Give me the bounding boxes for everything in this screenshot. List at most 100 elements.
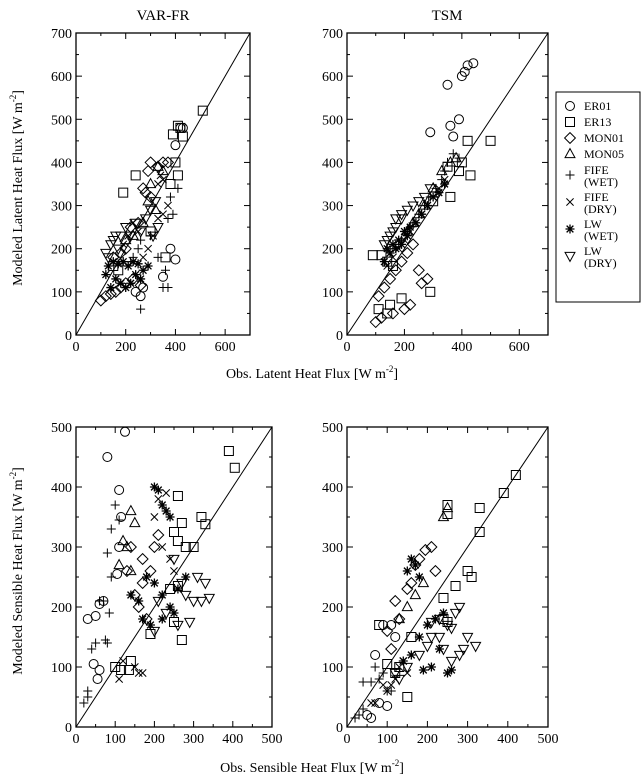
- y-tick-label: 400: [51, 156, 72, 171]
- data-point: [453, 114, 464, 125]
- data-point: [468, 58, 479, 69]
- data-point: [108, 257, 118, 267]
- legend-marker: [566, 198, 574, 206]
- data-point: [148, 626, 161, 638]
- series-er13: [374, 470, 521, 702]
- legend-label: MON01: [584, 131, 624, 145]
- data-point: [154, 495, 163, 503]
- series-lw-dry: [148, 554, 216, 638]
- data-point: [79, 698, 89, 708]
- data-point: [440, 166, 450, 176]
- data-point: [386, 307, 400, 320]
- x-tick-label: 400: [497, 732, 518, 747]
- series-fife-wet: [79, 500, 124, 708]
- x-tick-label: 600: [215, 340, 236, 355]
- data-point: [457, 644, 470, 656]
- data-point: [401, 246, 414, 260]
- series-er01: [82, 427, 130, 684]
- data-point: [136, 304, 146, 314]
- data-point: [163, 283, 173, 293]
- data-point: [128, 257, 138, 267]
- data-point: [95, 596, 105, 606]
- data-point: [121, 540, 133, 552]
- legend-entry: MON05: [564, 147, 624, 161]
- data-point: [371, 699, 380, 707]
- data-point: [145, 620, 155, 630]
- data-point: [412, 264, 425, 277]
- data-point: [448, 149, 458, 159]
- data-point: [159, 210, 167, 219]
- series-lw-dry: [389, 602, 482, 686]
- data-point: [372, 290, 385, 303]
- y-tick-label: 600: [51, 70, 72, 85]
- data-point: [374, 674, 384, 684]
- y-axis-title-sensible: Modeled Sensible Heat Flux [W m-2]: [8, 467, 26, 675]
- data-point: [134, 669, 143, 677]
- y-tick-label: 0: [65, 721, 72, 736]
- data-point: [112, 569, 123, 579]
- x-tick-label: 0: [344, 732, 351, 747]
- data-point: [134, 279, 147, 292]
- data-point: [430, 614, 440, 624]
- data-point: [107, 235, 120, 247]
- y-tick-label: 0: [65, 329, 72, 344]
- data-point: [410, 560, 420, 570]
- data-point: [440, 179, 450, 189]
- data-point: [149, 197, 162, 208]
- data-point: [112, 244, 125, 256]
- data-point: [379, 681, 388, 689]
- legend-entry: FIFE(DRY): [566, 190, 617, 216]
- data-point: [421, 272, 434, 286]
- data-point: [82, 614, 93, 624]
- data-point: [425, 127, 436, 138]
- data-point: [419, 543, 432, 557]
- data-point: [223, 446, 234, 456]
- legend-label: LW: [584, 217, 602, 231]
- y-tick-label: 300: [51, 541, 72, 556]
- series-fife-wet: [126, 183, 183, 314]
- data-point: [144, 205, 157, 217]
- data-point: [161, 156, 175, 169]
- legend-label: (WET): [584, 229, 618, 243]
- legend-marker: [564, 147, 576, 159]
- data-point: [191, 572, 204, 584]
- data-point: [438, 608, 448, 618]
- data-point: [474, 527, 485, 537]
- x-tick-label: 0: [73, 732, 80, 747]
- latent-tsm-panel: 0 100 200 300 400 500 600 700 0 200 400 600: [322, 27, 549, 355]
- y-tick-label: 300: [322, 200, 343, 215]
- data-point: [424, 184, 437, 195]
- data-point: [125, 656, 136, 666]
- data-point: [117, 534, 129, 546]
- data-point: [170, 254, 181, 265]
- x-tick-label: 200: [394, 340, 415, 355]
- y-tick-label: 500: [51, 421, 72, 436]
- data-point: [399, 226, 409, 236]
- series-er13: [108, 105, 208, 276]
- data-point: [433, 614, 446, 626]
- data-point: [102, 638, 112, 648]
- data-point: [92, 674, 103, 684]
- data-point: [367, 699, 376, 707]
- data-point: [136, 552, 149, 566]
- data-point: [414, 632, 424, 642]
- y-tick-label: 200: [51, 243, 72, 258]
- series-mon01: [381, 540, 442, 656]
- data-point: [183, 617, 196, 629]
- data-point: [137, 216, 149, 227]
- legend-label: FIFE: [584, 163, 609, 177]
- data-point: [390, 632, 401, 642]
- y-axis-title-latent: Modeled Latent Heat Flux [W m-2]: [8, 90, 26, 286]
- data-point: [393, 612, 406, 624]
- data-point: [437, 510, 450, 522]
- data-point: [138, 614, 148, 624]
- x-tick-label: 200: [144, 732, 165, 747]
- data-point: [104, 608, 114, 618]
- y-tick-label: 200: [322, 601, 343, 616]
- data-point: [453, 602, 466, 614]
- x-tick-label: 400: [451, 340, 472, 355]
- legend-marker: [565, 224, 575, 234]
- x-tick-label: 300: [183, 732, 204, 747]
- data-point: [397, 239, 407, 249]
- data-point: [366, 677, 376, 687]
